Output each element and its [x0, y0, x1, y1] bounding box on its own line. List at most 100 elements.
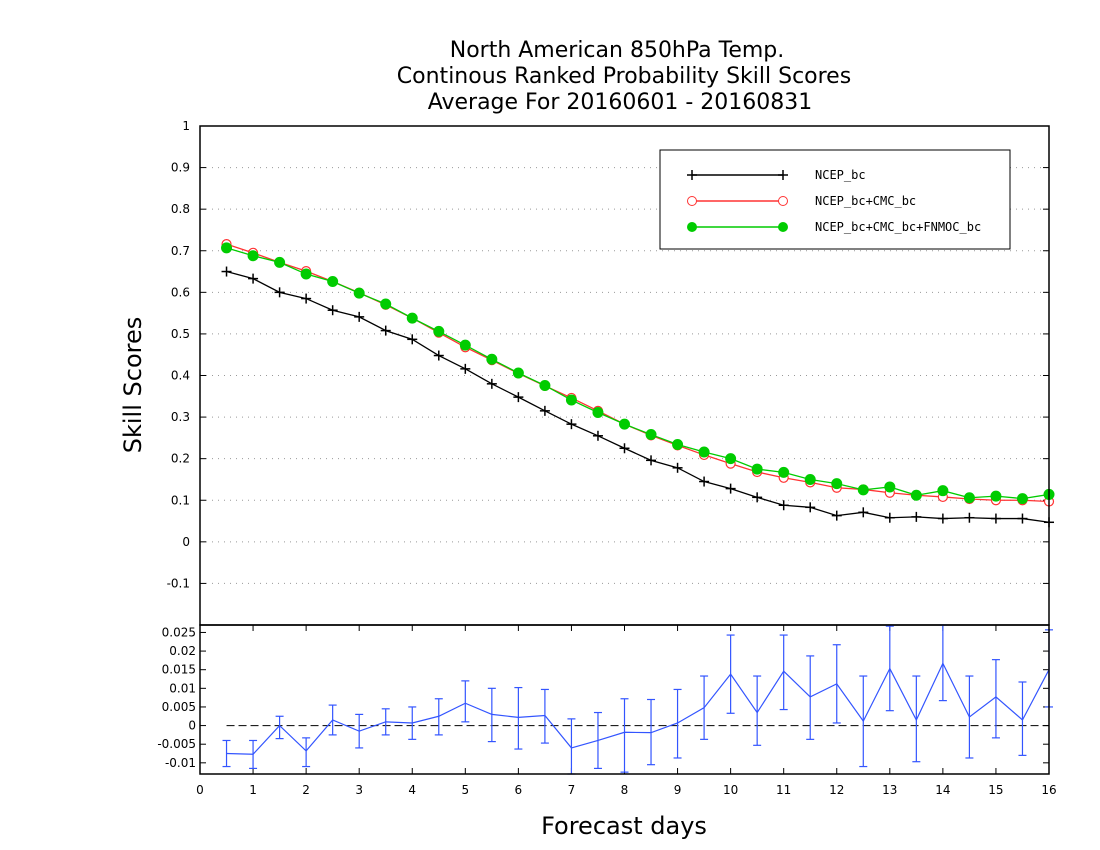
data-point — [858, 507, 869, 518]
top-panel: -0.1 0 0.1 0.2 0.3 0.4 0.5 0.6 0.7 0.8 0.9 1 Skill … — [119, 119, 1055, 626]
data-point — [857, 484, 869, 496]
error-bar — [753, 675, 762, 746]
x-tick-label: 1 — [249, 783, 257, 797]
bottom-y-tick-label: 0 — [188, 719, 196, 733]
bottom-plot-frame — [199, 624, 1050, 775]
error-bar — [779, 634, 788, 711]
data-point — [725, 483, 736, 494]
data-point — [380, 325, 391, 336]
data-point — [486, 378, 497, 389]
bottom-series — [222, 624, 1053, 775]
series-line — [226, 247, 1050, 500]
data-point — [1016, 493, 1028, 505]
error-bar — [938, 624, 947, 702]
error-bar — [434, 698, 443, 736]
error-bar — [222, 739, 231, 768]
legend-box — [659, 149, 1011, 250]
error-bar — [620, 698, 629, 773]
error-bar — [965, 675, 974, 759]
top-y-tick-label: 0 — [182, 535, 190, 549]
x-tick-label: 13 — [882, 783, 897, 797]
data-point — [911, 511, 922, 522]
chart-title-line-3: Average For 20160601 - 20160831 — [428, 90, 813, 115]
data-point — [592, 407, 604, 419]
data-point — [566, 419, 577, 430]
data-point — [884, 512, 895, 523]
data-point — [327, 305, 338, 316]
top-series — [221, 238, 1055, 528]
error-bar — [275, 715, 284, 740]
legend-marker — [778, 222, 788, 232]
top-y-tick-label: 0.5 — [171, 327, 190, 341]
error-bar — [302, 737, 311, 768]
data-point — [805, 502, 816, 513]
data-point — [778, 500, 789, 511]
chart-title-line-1: North American 850hPa Temp. — [450, 38, 785, 63]
difference-line — [226, 661, 1050, 755]
error-bar — [1018, 681, 1027, 756]
data-point — [248, 273, 259, 284]
data-point — [698, 446, 710, 458]
data-point — [353, 287, 365, 299]
error-bar — [832, 644, 841, 724]
x-tick-label: 7 — [568, 783, 576, 797]
bottom-y-tick-label: -0.005 — [157, 737, 196, 751]
legend-marker — [687, 196, 697, 206]
error-bar — [647, 698, 656, 766]
data-point — [221, 266, 232, 277]
top-y-tick-label: 0.8 — [171, 202, 190, 216]
data-point — [699, 476, 710, 487]
data-point — [565, 394, 577, 406]
data-point — [300, 268, 312, 280]
data-point — [301, 293, 312, 304]
data-point — [459, 339, 471, 351]
top-y-ticks: -0.1 0 0.1 0.2 0.3 0.4 0.5 0.6 0.7 0.8 0.9 1 — [167, 119, 1049, 590]
data-point — [778, 466, 790, 478]
legend-marker — [687, 222, 697, 232]
x-axis-label: Forecast days — [541, 812, 707, 840]
data-point — [221, 242, 233, 254]
top-y-tick-label: 0.1 — [171, 493, 190, 507]
data-point — [619, 443, 630, 454]
x-tick-label: 8 — [621, 783, 629, 797]
data-point — [433, 325, 445, 337]
data-point — [327, 276, 339, 288]
data-point — [274, 256, 286, 268]
top-y-tick-label: 0.3 — [171, 410, 190, 424]
chart-title-line-2: Continous Ranked Probability Skill Score… — [397, 64, 851, 89]
top-y-tick-label: 0.6 — [171, 285, 190, 299]
data-point — [937, 513, 948, 524]
error-bar — [726, 634, 735, 714]
data-point — [725, 453, 737, 465]
data-point — [831, 510, 842, 521]
error-bar — [700, 675, 709, 740]
legend-label: NCEP_bc+CMC_bc — [815, 194, 916, 208]
data-point — [646, 455, 657, 466]
top-y-tick-label: 0.4 — [171, 369, 190, 383]
data-point — [990, 490, 1002, 502]
data-point — [274, 287, 285, 298]
x-tick-label: 12 — [829, 783, 844, 797]
data-point — [433, 350, 444, 361]
x-tick-label: 16 — [1041, 783, 1056, 797]
data-point — [406, 312, 418, 324]
error-bar — [328, 704, 337, 736]
bottom-y-tick-label: 0.025 — [162, 625, 196, 639]
x-tick-label: 11 — [776, 783, 791, 797]
y-axis-label: Skill Scores — [119, 317, 147, 454]
bottom-y-tick-label: 0.02 — [169, 644, 196, 658]
data-point — [910, 489, 922, 501]
x-tick-label: 2 — [302, 783, 310, 797]
error-bar — [540, 688, 549, 744]
error-bar — [806, 655, 815, 740]
data-point — [380, 298, 392, 310]
data-point — [486, 353, 498, 365]
data-point — [804, 473, 816, 485]
legend-marker — [778, 196, 788, 206]
data-point — [963, 492, 975, 504]
x-tick-label: 5 — [461, 783, 469, 797]
data-point — [964, 512, 975, 523]
data-point — [247, 250, 259, 262]
